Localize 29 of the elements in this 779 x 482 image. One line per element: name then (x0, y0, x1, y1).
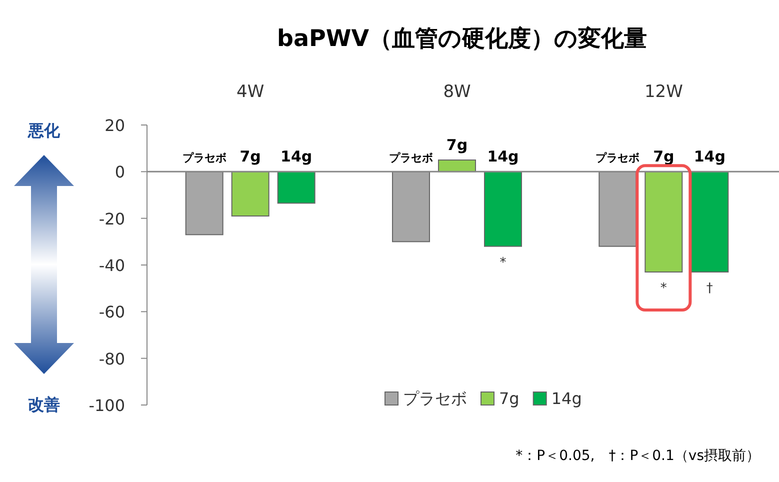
text: 14g (694, 148, 726, 166)
text: 7g (653, 148, 674, 166)
y-tick-label: -20 (98, 209, 125, 228)
x-tick-label: 4W (236, 82, 264, 102)
text: 悪化 (27, 121, 61, 140)
y-tick-label: 0 (114, 162, 125, 182)
y-tick-label: -40 (98, 256, 125, 275)
x-tick-label: 8W (443, 82, 472, 102)
chart-title: baPWV（血管の硬化度）の変化量 (276, 25, 648, 52)
text: プラセボ (596, 152, 640, 165)
text: 7g (446, 136, 468, 154)
y-tick-label: -80 (98, 349, 125, 368)
text: 14g (280, 148, 312, 166)
legend-label: プラセボ (403, 389, 467, 408)
text: 7g (240, 148, 261, 166)
y-tick-label: -100 (88, 396, 125, 415)
y-tick-label: 20 (104, 116, 125, 135)
text: プラセボ (389, 152, 433, 165)
data-label: * (660, 281, 668, 296)
data-label: † (706, 281, 714, 296)
y-tick-label: -60 (98, 302, 125, 322)
text: *：P＜0.05, †：P＜0.1（vs摂取前） (516, 448, 760, 464)
data-label: * (500, 255, 507, 270)
legend-label: 7g (499, 389, 520, 408)
x-tick-label: 12W (644, 82, 684, 102)
text: プラセボ (182, 152, 226, 165)
text: 改善 (28, 395, 60, 414)
text: 14g (487, 148, 519, 166)
legend-label: 14g (551, 389, 582, 408)
